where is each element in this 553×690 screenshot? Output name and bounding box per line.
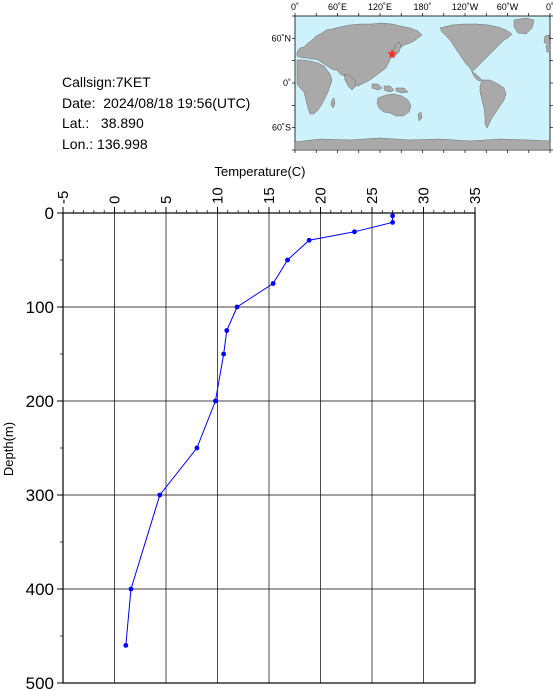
- map-lat-label: 60˚N: [271, 33, 291, 43]
- callsign-value: 7KET: [115, 74, 151, 90]
- data-point: [390, 220, 395, 225]
- date-label: Date:: [62, 94, 96, 111]
- data-point: [270, 281, 276, 286]
- x-tick-label: 10: [210, 187, 227, 204]
- map-lat-label: 0˚: [283, 78, 291, 88]
- date-value: 2024/08/18 19:56(UTC): [103, 94, 251, 111]
- station-info: Callsign:7KET Date: 2024/08/18 19:56(UTC…: [62, 72, 250, 154]
- x-tick-label: 30: [416, 187, 433, 204]
- y-axis-label: Depth(m): [1, 422, 16, 476]
- map-lon-label: 120˚W: [452, 2, 479, 12]
- map-land: [294, 17, 551, 151]
- y-tick-label: 0: [45, 204, 54, 223]
- australia: [376, 93, 412, 117]
- x-tick-label: 25: [364, 187, 381, 204]
- data-point: [157, 492, 163, 498]
- lat-value: 38.890: [100, 115, 144, 131]
- lat-label: Lat.:: [62, 115, 90, 131]
- lon-row: Lon.: 136.998: [62, 134, 250, 155]
- greenland: [513, 17, 535, 35]
- y-tick-label: 200: [26, 392, 54, 411]
- x-tick-label: -5: [55, 191, 72, 204]
- map-lon-label: 0˚: [291, 2, 299, 12]
- callsign-label: Callsign:: [62, 74, 116, 90]
- data-point: [234, 304, 240, 310]
- y-tick-label: 400: [26, 580, 54, 599]
- europe-west-edge: [545, 44, 551, 53]
- british-isles: [543, 34, 551, 46]
- map-longitude-labels: 0˚ 60˚E 120˚E 180˚ 120˚W 60˚W 0˚: [291, 2, 553, 12]
- map-lat-label: 60˚S: [272, 123, 291, 133]
- station-marker-star: [387, 49, 397, 59]
- y-tick-label: 300: [26, 486, 54, 505]
- map-lon-label: 60˚E: [328, 2, 347, 12]
- y-tick-label: 500: [26, 674, 54, 690]
- data-point: [285, 257, 290, 263]
- southeast-asia-islands: [371, 83, 409, 94]
- india-landmass: [343, 73, 357, 91]
- data-point: [213, 398, 218, 404]
- data-point: [123, 643, 129, 648]
- data-point: [128, 586, 134, 592]
- lon-label: Lon.:: [62, 135, 94, 152]
- map-lon-label: 60˚W: [497, 2, 519, 12]
- x-tick-label: 35: [467, 187, 484, 204]
- madagascar: [330, 97, 336, 109]
- data-point: [306, 237, 312, 243]
- y-tick-label: 100: [26, 298, 54, 317]
- date-row: Date: 2024/08/18 19:56(UTC): [62, 93, 250, 114]
- x-tick-label: 0: [107, 196, 124, 204]
- map-lon-label: 120˚E: [368, 2, 392, 12]
- x-tick-label: 5: [158, 196, 175, 204]
- map-latitude-labels: 60˚N 0˚ 60˚S: [271, 33, 291, 132]
- lon-value: 136.998: [97, 135, 148, 152]
- map-lon-label: 0˚: [546, 2, 553, 12]
- data-point: [221, 351, 227, 357]
- data-point: [390, 213, 395, 219]
- y-axis-ticks: 0 100 200 300 400 500: [26, 204, 63, 690]
- eurasia-landmass: [296, 22, 423, 87]
- chart-grid: [62, 212, 476, 684]
- lat-row: Lat.: 38.890: [62, 113, 250, 134]
- data-point: [352, 229, 357, 235]
- north-america: [439, 23, 513, 73]
- x-axis-ticks: -5 0 5 10 15 20 25 30 35: [55, 187, 484, 213]
- data-point: [224, 328, 230, 333]
- station-marker: [387, 49, 397, 59]
- x-tick-label: 20: [313, 187, 330, 204]
- south-america: [479, 79, 507, 129]
- callsign-row: Callsign:7KET: [62, 72, 250, 93]
- africa-landmass: [296, 59, 333, 115]
- map-lon-label: 180˚: [413, 2, 431, 12]
- x-axis-label: Temperature(C): [214, 164, 305, 179]
- temperature-profile-series: [123, 213, 395, 648]
- x-tick-label: 15: [261, 187, 278, 204]
- data-point: [194, 445, 200, 451]
- series-line: [125, 215, 394, 646]
- new-zealand: [417, 111, 423, 122]
